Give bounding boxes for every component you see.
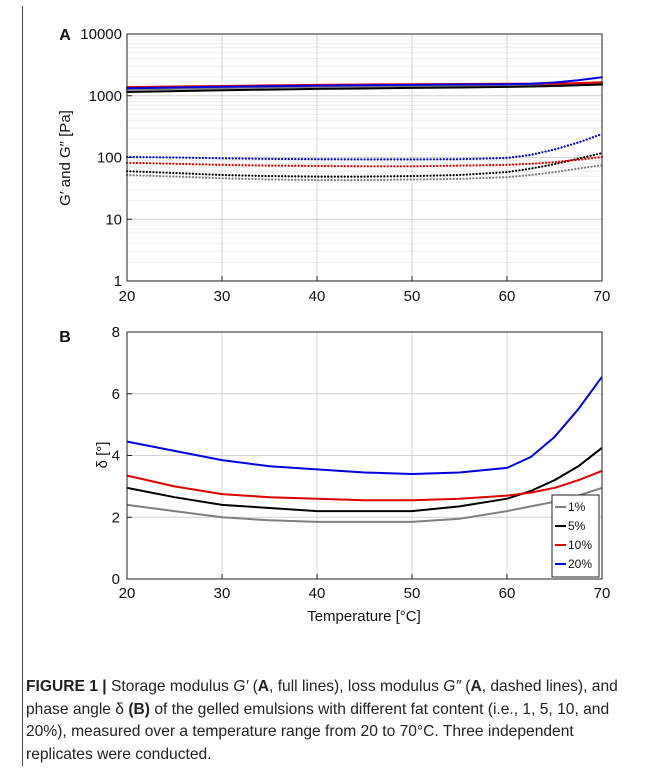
panel-b-x-axis-label: Temperature [°C]: [307, 608, 421, 625]
panel-a-x-tick-label: 70: [594, 288, 611, 305]
panel-b-x-tick-label: 30: [214, 585, 231, 602]
panel-a-series-loss-1pct: [125, 164, 604, 182]
panel-b-x-tick-label: 50: [404, 585, 421, 602]
panel-b-chart: 0 2 4 6 8 20 30 40 50 60 70 Bδ [°] Temperature [°C] 1…: [59, 324, 610, 625]
caption-text-4: (: [460, 678, 471, 695]
figure-caption: FIGURE 1 | Storage modulus G′ (A, full l…: [26, 676, 626, 766]
panel-a-x-tick-label: 20: [119, 288, 136, 305]
caption-text-5: , dashed lines), and phase angle δ: [26, 678, 618, 718]
panel-b-legend-label: 1%: [568, 500, 586, 514]
panel-b-y-axis-label: δ [°]: [94, 442, 111, 469]
panel-a-x-tick-label: 50: [404, 288, 421, 305]
panel-a-chart: 1 10 100 1000 10000 20 30 40 50 60 70 A G′ and G″ [P…: [57, 26, 610, 305]
panel-b-series-5pct: [126, 447, 603, 513]
caption-text-1: Storage modulus: [106, 678, 234, 695]
panel-b-y-tick-label: 2: [112, 509, 120, 526]
panel-a-y-tick-label: 10000: [80, 26, 122, 43]
caption-text-2: (: [248, 678, 258, 695]
panel-a-axes-box: [126, 33, 603, 282]
panel-a-series-loss-20pct: [125, 132, 604, 161]
caption-text-3: , full lines), loss modulus: [269, 678, 444, 695]
panel-a-x-tick-label: 40: [309, 288, 326, 305]
panel-a-series-loss-5pct: [125, 152, 604, 178]
panel-b-x-tick-label: 40: [309, 585, 326, 602]
panel-b-series-10pct: [126, 469, 603, 502]
panel-a-y-tick-label: 1000: [89, 88, 122, 105]
caption-symbol-g-loss: G″: [443, 678, 461, 695]
panel-a-y-axis-label: G′ and G″ [Pa]: [57, 110, 74, 206]
panel-b-y-tick-label: 4: [112, 448, 120, 465]
panel-a-series-storage-20pct: [126, 76, 603, 90]
caption-symbol-g-storage: G′: [233, 678, 249, 695]
panel-b-axes-box: [126, 331, 603, 580]
caption-text-6: of the gelled emulsions with different f…: [26, 700, 610, 763]
caption-label: FIGURE 1 |: [26, 678, 107, 695]
panel-b-y-tick-label: 0: [112, 571, 120, 588]
panel-b-x-tick-label: 60: [499, 585, 516, 602]
caption-panel-ref-b: (B): [128, 700, 150, 718]
panel-b-legend-label: 10%: [568, 538, 592, 552]
panel-a-y-tick-label: 1: [114, 273, 122, 290]
panel-b-y-tick-label: 6: [112, 386, 120, 403]
panel-b-series-20pct: [126, 376, 603, 475]
panel-a-letter: A: [59, 27, 71, 44]
panel-a-series-storage-5pct: [126, 83, 603, 93]
panel-b-y-tick-label: 8: [112, 324, 120, 341]
panel-b-legend-label: 20%: [568, 557, 592, 571]
caption-panel-ref-a1: A: [257, 678, 270, 695]
panel-b-legend-label: 5%: [568, 519, 586, 533]
panel-a-y-tick-label: 10: [105, 211, 122, 228]
panel-b-x-tick-label: 20: [119, 585, 136, 602]
panel-a-x-tick-label: 30: [214, 288, 231, 305]
figure-frame: [22, 6, 637, 766]
panel-b-x-tick-label: 70: [594, 585, 611, 602]
panel-a-y-tick-label: 100: [97, 150, 122, 167]
caption-panel-ref-a2: A: [470, 678, 482, 695]
panel-b-letter: B: [59, 329, 71, 346]
panel-a-series-loss-10pct: [125, 155, 604, 168]
panel-a-x-tick-label: 60: [499, 288, 516, 305]
